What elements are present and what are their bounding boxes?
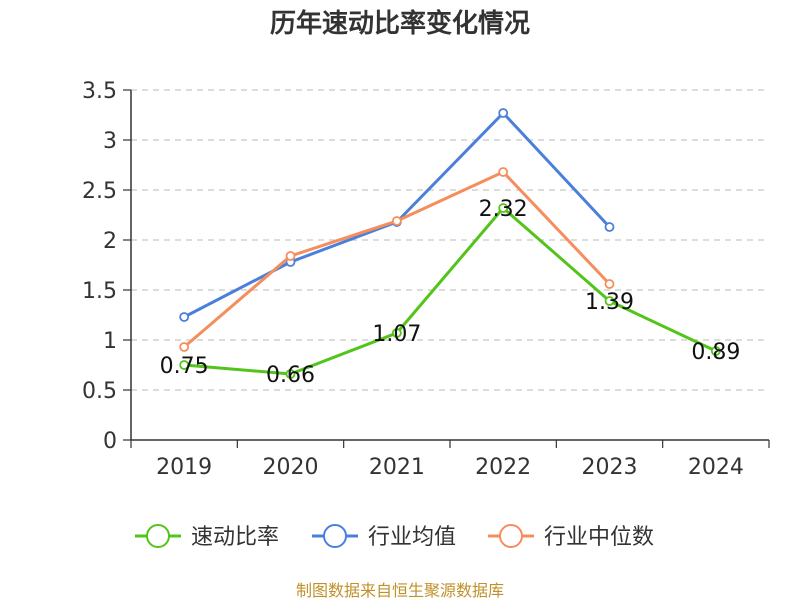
data-point	[604, 296, 615, 306]
chart-title: 历年速动比率变化情况	[270, 8, 530, 39]
series-line-2	[183, 170, 611, 349]
legend-item: 行业均值	[312, 524, 456, 550]
data-point	[391, 328, 402, 338]
x-tick-label: 2022	[475, 455, 531, 480]
series-line-0	[184, 206, 717, 376]
x-tick-label: 2019	[156, 455, 212, 480]
data-label: 0.66	[266, 363, 315, 388]
data-point	[498, 203, 509, 213]
legend-label: 行业中位数	[544, 525, 654, 550]
y-tick-label: 0	[103, 429, 117, 454]
data-point	[710, 346, 721, 356]
source-note: 制图数据来自恒生聚源数据库	[296, 581, 504, 600]
data-point	[604, 279, 615, 289]
y-tick-label: 2.5	[82, 179, 117, 204]
y-tick-label: 3	[103, 129, 117, 154]
data-point	[391, 216, 402, 226]
legend-item: 速动比率	[135, 524, 279, 550]
legend-label: 行业均值	[368, 525, 456, 550]
data-point	[604, 222, 615, 232]
legend-label: 速动比率	[191, 525, 279, 550]
data-point	[179, 312, 190, 322]
y-tick-label: 0.5	[82, 379, 117, 404]
x-tick-label: 2021	[369, 455, 425, 480]
data-point	[179, 342, 190, 352]
data-point	[179, 360, 190, 370]
legend-marker	[323, 524, 347, 548]
legend-item: 行业中位数	[488, 524, 654, 550]
data-point	[498, 167, 509, 177]
data-point	[498, 108, 509, 118]
data-label: 0.75	[160, 354, 209, 379]
y-tick-label: 2	[103, 229, 117, 254]
data-label: 0.89	[691, 340, 740, 365]
x-tick-label: 2020	[263, 455, 319, 480]
legend-marker	[146, 524, 170, 548]
legend-marker	[499, 524, 523, 548]
data-point	[285, 369, 296, 379]
x-tick-label: 2024	[688, 455, 744, 480]
data-label: 1.39	[585, 290, 634, 315]
y-tick-label: 3.5	[82, 79, 117, 104]
y-tick-label: 1.5	[82, 279, 117, 304]
y-tick-label: 1	[103, 329, 117, 354]
data-label: 1.07	[372, 322, 421, 347]
data-label: 2.32	[479, 197, 528, 222]
x-tick-label: 2023	[582, 455, 638, 480]
data-point	[285, 251, 296, 261]
